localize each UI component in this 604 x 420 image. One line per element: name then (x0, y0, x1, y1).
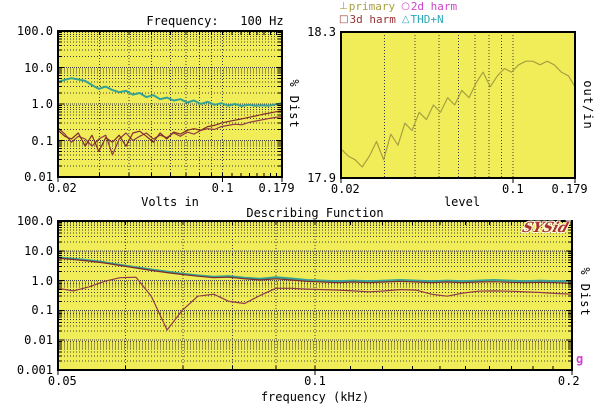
generator-indicator: g (576, 352, 584, 366)
legend-item-3d-harm: □ 3d harm (339, 13, 396, 26)
plot1-xlabel: Volts in (141, 195, 199, 209)
plot-canvas-2 (340, 31, 576, 183)
plot3-title: Describing Function (246, 206, 384, 220)
y-tick-label: 10.0 (24, 243, 53, 258)
legend: ⊥ primary ○ 2d harm □ 3d harm △ THD+N (339, 0, 457, 26)
plot1-title: Frequency: 100 Hz (146, 14, 284, 28)
x-tick-label: 0.02 (330, 182, 360, 196)
harm3-marker-icon: □ (339, 14, 349, 25)
y-tick-label: 1.0 (31, 97, 53, 111)
x-tick-label: 0.2 (557, 374, 580, 388)
legend-label-thdn: THD+N (410, 13, 444, 26)
legend-label-2d-harm: 2d harm (410, 0, 458, 13)
x-tick-label: 0.05 (47, 374, 77, 388)
legend-item-primary: ⊥ primary (339, 0, 395, 13)
plot2-ylabel-right: out/in (581, 80, 595, 130)
x-tick-label: 0.179 (258, 181, 295, 195)
y-tick-label: 100.0 (16, 214, 53, 228)
y-tick-label: 1.0 (31, 273, 53, 288)
legend-label-primary: primary (348, 0, 396, 13)
legend-label-3d-harm: 3d harm (349, 13, 396, 26)
x-tick-label: 0.1 (304, 374, 326, 388)
legend-item-2d-harm: ○ 2d harm (401, 0, 457, 13)
y-tick-label: 18.3 (307, 25, 336, 39)
legend-row-2: □ 3d harm △ THD+N (339, 13, 457, 26)
plot-canvas-1 (57, 30, 283, 182)
harm2-marker-icon: ○ (401, 1, 410, 12)
legend-item-thdn: △ THD+N (402, 13, 444, 26)
y-tick-label: 0.1 (31, 303, 53, 318)
y-tick-label: 100.0 (16, 24, 53, 38)
sysid-logo: SYSid (520, 220, 571, 236)
plot-canvas-3 (57, 220, 573, 375)
x-tick-label: 0.1 (501, 182, 524, 196)
y-tick-label: 17.9 (307, 171, 336, 185)
plot3-ylabel-right: % Dist (578, 267, 592, 317)
primary-marker-icon: ⊥ (339, 1, 348, 12)
legend-row-1: ⊥ primary ○ 2d harm (339, 0, 457, 13)
x-tick-label: 0.179 (551, 182, 588, 196)
x-tick-label: 0.1 (211, 181, 234, 195)
plot3-xlabel: frequency (kHz) (260, 390, 370, 404)
y-tick-label: 0.1 (31, 133, 53, 148)
plot1-ylabel-right: % Dist (287, 79, 301, 129)
plot2-xlabel: level (443, 195, 481, 209)
y-tick-label: 0.01 (24, 333, 53, 348)
y-tick-label: 10.0 (24, 60, 53, 75)
x-tick-label: 0.02 (47, 181, 77, 195)
thdn-marker-icon: △ (401, 14, 410, 25)
y-tick-label: 0.001 (16, 363, 53, 377)
y-tick-label: 0.01 (24, 170, 53, 184)
